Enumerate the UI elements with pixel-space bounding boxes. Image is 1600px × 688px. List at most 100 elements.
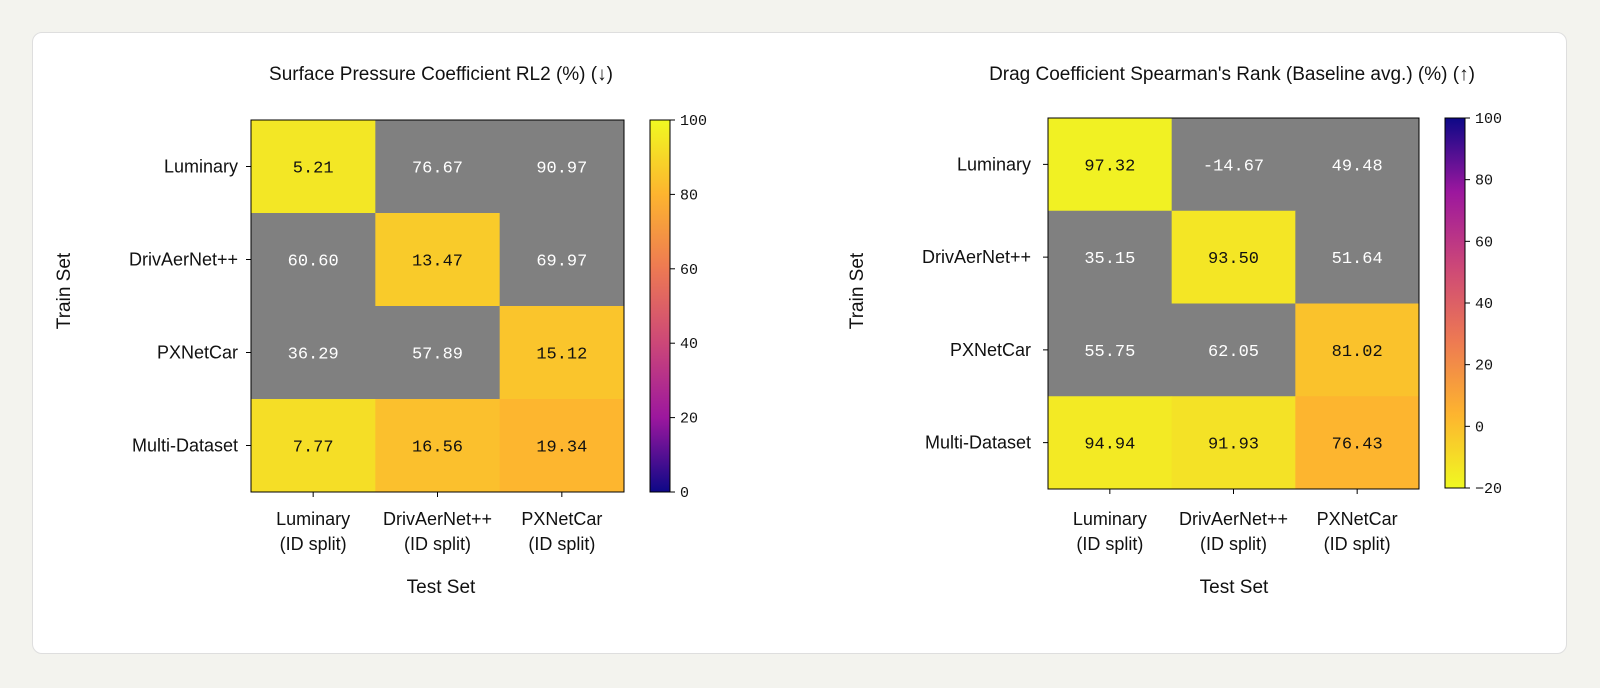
column-label: (ID split) bbox=[404, 534, 471, 554]
cell-value-label: 36.29 bbox=[288, 346, 339, 365]
cell-value-label: 19.34 bbox=[536, 439, 587, 458]
column-label: PXNetCar bbox=[1317, 509, 1398, 529]
heatmap-cell bbox=[375, 213, 501, 307]
colorbar-tick-label: 80 bbox=[1475, 173, 1493, 190]
cell-value-label: 76.43 bbox=[1332, 436, 1383, 455]
heatmap-cell bbox=[499, 213, 625, 307]
heatmap-cell bbox=[251, 306, 376, 400]
cell-value-label: 76.67 bbox=[412, 160, 463, 179]
x-axis-label: Test Set bbox=[1200, 577, 1269, 598]
colorbar-tick-label: 0 bbox=[1475, 419, 1484, 436]
column-label: (ID split) bbox=[1324, 534, 1391, 554]
colorbar-tick-label: 40 bbox=[1475, 296, 1493, 313]
cell-value-label: 60.60 bbox=[288, 253, 339, 272]
heatmap-cell bbox=[1048, 303, 1173, 397]
column-label: PXNetCar bbox=[521, 509, 602, 529]
chart-surface-pressure: Surface Pressure Coefficient RL2 (%) (↓)… bbox=[54, 64, 707, 598]
colorbar-tick-label: 80 bbox=[680, 187, 698, 204]
heatmap-grid: 5.21 76.67 90.97 60.60 13.47 69.97 36.29 57.89 1… bbox=[251, 120, 625, 493]
heatmap-cell bbox=[375, 399, 501, 493]
heatmap-cell bbox=[1171, 396, 1296, 490]
cell-value-label: 81.02 bbox=[1332, 343, 1383, 362]
cell-value-label: 57.89 bbox=[412, 346, 463, 365]
cell-value-label: 5.21 bbox=[293, 160, 334, 179]
cell-value-label: 91.93 bbox=[1208, 436, 1259, 455]
heatmap-cell bbox=[1171, 210, 1296, 304]
colorbar bbox=[649, 119, 671, 493]
heatmap-cell bbox=[1295, 303, 1420, 397]
column-label: (ID split) bbox=[280, 534, 347, 554]
colorbar-tick-label: 40 bbox=[680, 336, 698, 353]
cell-value-label: 62.05 bbox=[1208, 343, 1259, 362]
cell-value-label: 93.50 bbox=[1208, 250, 1259, 269]
heatmap-cell bbox=[375, 306, 501, 400]
cell-value-label: 90.97 bbox=[536, 160, 587, 179]
heatmap-cell bbox=[499, 120, 625, 214]
heatmap-cell bbox=[375, 120, 501, 214]
row-labels: Luminary DrivAerNet++ PXNetCar Multi-Datase… bbox=[922, 154, 1048, 453]
colorbar-tick-label: 60 bbox=[680, 262, 698, 279]
heatmap-cell bbox=[1295, 396, 1420, 490]
cell-value-label: 94.94 bbox=[1084, 436, 1135, 455]
row-label: Luminary bbox=[164, 157, 238, 177]
colorbar-tick-label: 0 bbox=[680, 485, 689, 502]
column-label: DrivAerNet++ bbox=[1179, 509, 1288, 529]
heatmap-cell bbox=[1048, 118, 1173, 212]
colorbar-ticks: −20 0 20 40 60 80 100 bbox=[1465, 111, 1502, 498]
column-label: Luminary bbox=[276, 509, 350, 529]
heatmap-cell bbox=[1295, 118, 1420, 212]
colorbar-tick-label: 20 bbox=[1475, 358, 1493, 375]
column-label: (ID split) bbox=[528, 534, 595, 554]
row-label: Luminary bbox=[957, 154, 1031, 174]
heatmap-cell bbox=[1295, 210, 1420, 304]
cell-value-label: -14.67 bbox=[1203, 157, 1264, 176]
figure: Surface Pressure Coefficient RL2 (%) (↓)… bbox=[54, 64, 1502, 598]
column-label: (ID split) bbox=[1200, 534, 1267, 554]
y-axis-label: Train Set bbox=[847, 252, 868, 329]
cell-value-label: 13.47 bbox=[412, 253, 463, 272]
heatmap-cell bbox=[251, 213, 376, 307]
heatmap-cell bbox=[499, 399, 625, 493]
colorbar bbox=[1444, 117, 1466, 489]
row-label: DrivAerNet++ bbox=[129, 250, 238, 270]
chart-title: Surface Pressure Coefficient RL2 (%) (↓) bbox=[269, 64, 613, 85]
row-label: PXNetCar bbox=[950, 340, 1031, 360]
cell-value-label: 35.15 bbox=[1084, 250, 1135, 269]
chart-card: Surface Pressure Coefficient RL2 (%) (↓)… bbox=[32, 32, 1567, 654]
heatmap-cell bbox=[1171, 303, 1296, 397]
row-labels: Luminary DrivAerNet++ PXNetCar Multi-Datase… bbox=[129, 157, 251, 456]
y-axis-label: Train Set bbox=[54, 252, 75, 329]
x-axis-label: Test Set bbox=[407, 577, 476, 598]
cell-value-label: 7.77 bbox=[293, 439, 334, 458]
heatmap-cell bbox=[251, 120, 376, 214]
column-label: Luminary bbox=[1073, 509, 1147, 529]
heatmap-grid: 97.32 -14.67 49.48 35.15 93.50 51.64 55.75 62.0… bbox=[1048, 118, 1420, 490]
column-label: DrivAerNet++ bbox=[383, 509, 492, 529]
row-label: DrivAerNet++ bbox=[922, 247, 1031, 267]
cell-value-label: 97.32 bbox=[1084, 157, 1135, 176]
chart-drag-coefficient: Drag Coefficient Spearman's Rank (Baseli… bbox=[847, 64, 1502, 598]
colorbar-tick-label: −20 bbox=[1475, 481, 1502, 498]
row-label: Multi-Dataset bbox=[132, 436, 238, 456]
heatmap-cell bbox=[1171, 118, 1296, 212]
heatmap-cell bbox=[1048, 396, 1173, 490]
cell-value-label: 69.97 bbox=[536, 253, 587, 272]
heatmap-cell bbox=[499, 306, 625, 400]
cell-value-label: 51.64 bbox=[1332, 250, 1383, 269]
cell-value-label: 49.48 bbox=[1332, 157, 1383, 176]
heatmap-cell bbox=[1048, 210, 1173, 304]
colorbar-tick-label: 100 bbox=[1475, 111, 1502, 128]
cell-value-label: 15.12 bbox=[536, 346, 587, 365]
cell-value-label: 16.56 bbox=[412, 439, 463, 458]
colorbar-tick-label: 60 bbox=[1475, 234, 1493, 251]
colorbar-tick-label: 20 bbox=[680, 411, 698, 428]
column-labels: Luminary (ID split) DrivAerNet++ (ID split)… bbox=[276, 492, 602, 554]
row-label: PXNetCar bbox=[157, 343, 238, 363]
colorbar-ticks: 0 20 40 60 80 100 bbox=[670, 113, 707, 502]
heatmap-cell bbox=[251, 399, 376, 493]
column-label: (ID split) bbox=[1076, 534, 1143, 554]
column-labels: Luminary (ID split) DrivAerNet++ (ID split)… bbox=[1073, 489, 1398, 554]
chart-title: Drag Coefficient Spearman's Rank (Baseli… bbox=[989, 64, 1475, 85]
cell-value-label: 55.75 bbox=[1084, 343, 1135, 362]
colorbar-tick-label: 100 bbox=[680, 113, 707, 130]
